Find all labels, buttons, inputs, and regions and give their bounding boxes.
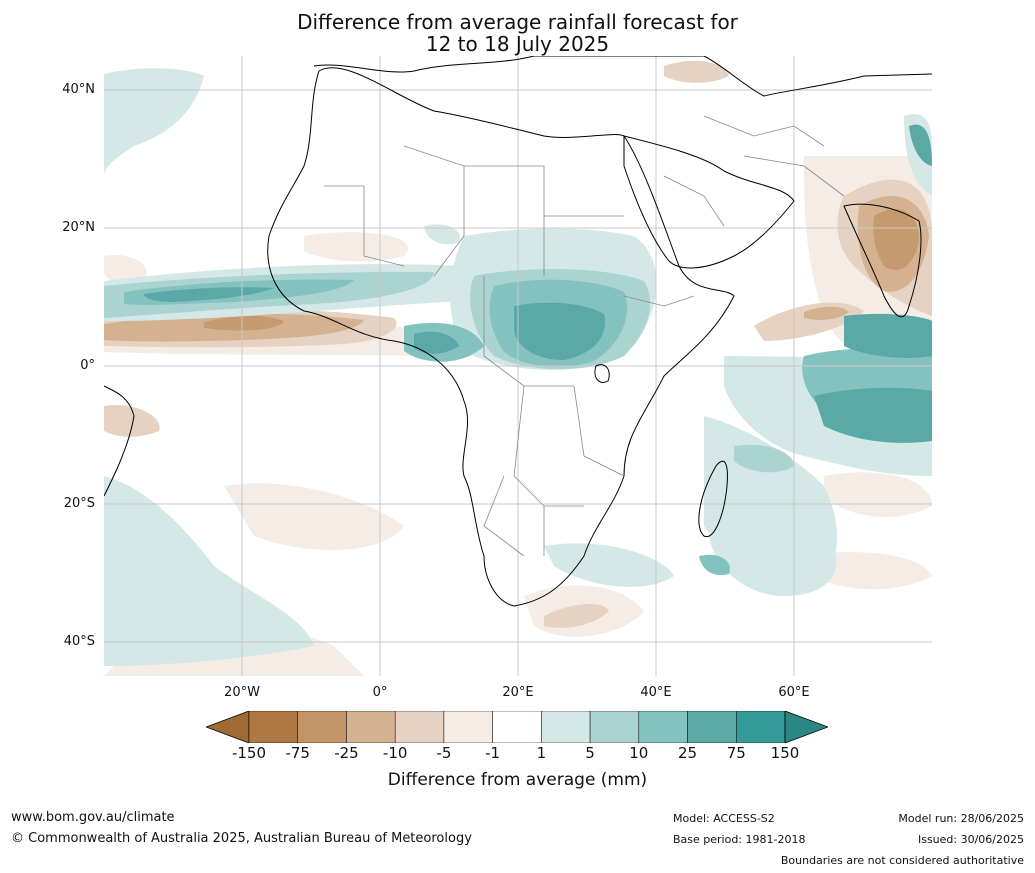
colorbar-tick-label: 5 [585,744,595,762]
colorbar-tick-label: 150 [770,744,800,762]
lat-label-40s: 40°S [63,634,95,649]
colorbar-segment [443,711,493,743]
lon-label-0: 0° [372,685,388,700]
lat-label-20n: 20°N [62,220,95,235]
footer-copyright: © Commonwealth of Australia 2025, Austra… [11,831,472,846]
colorbar-segment [394,711,445,743]
lon-label-60e: 60°E [778,685,810,700]
dry-medium-areas [104,60,932,628]
footer-url: www.bom.gov.au/climate [11,810,175,825]
colorbar-segment [589,711,640,743]
colorbar-segment [736,711,786,743]
lat-label-0: 0° [80,358,95,373]
colorbar-tick-label: -5 [436,744,452,762]
country-borders [324,115,845,557]
coastlines [104,56,932,607]
colorbar-label: Difference from average (mm) [387,770,648,790]
colorbar-segment [541,711,591,743]
colorbar-segment [638,711,688,743]
map-title-line1: Difference from average rainfall forecas… [297,10,738,34]
lat-label-40n: 40°N [62,82,95,97]
rainfall-anomaly-map [104,56,932,676]
colorbar-segment [492,711,542,743]
colorbar-segment [297,711,347,743]
footer-model: Model: ACCESS-S2 [673,812,775,825]
wet-medium-areas [104,124,932,576]
colorbar-tick-label: -75 [285,744,310,762]
colorbar-segment [346,711,396,743]
colorbar-segment [248,711,298,743]
colorbar-tick-label: 25 [677,744,698,762]
map-title-line2: 12 to 18 July 2025 [425,32,610,56]
colorbar [206,711,828,743]
colorbar-extend-high [784,711,828,743]
colorbar-tick-label: -150 [231,744,267,762]
colorbar-tick-label: 1 [536,744,547,762]
colorbar-tick-label: 10 [629,744,649,762]
lon-label-20e: 20°E [502,685,534,700]
footer-issued: Issued: 30/06/2025 [917,833,1024,846]
lon-label-20w: 20°W [224,685,260,700]
colorbar-extend-low [206,711,250,743]
graticule [104,56,932,676]
footer-disclaimer: Boundaries are not considered authoritat… [780,854,1024,867]
footer-model-run: Model run: 28/06/2025 [898,812,1024,825]
colorbar-tick-label: 75 [726,744,746,762]
colorbar-segment [687,711,737,743]
colorbar-tick-label: -10 [382,744,408,762]
lon-label-40e: 40°E [640,685,672,700]
footer-base-period: Base period: 1981-2018 [673,833,806,846]
colorbar-tick-label: -25 [334,744,359,762]
lat-label-20s: 20°S [63,496,95,511]
colorbar-tick-label: -1 [485,744,501,762]
